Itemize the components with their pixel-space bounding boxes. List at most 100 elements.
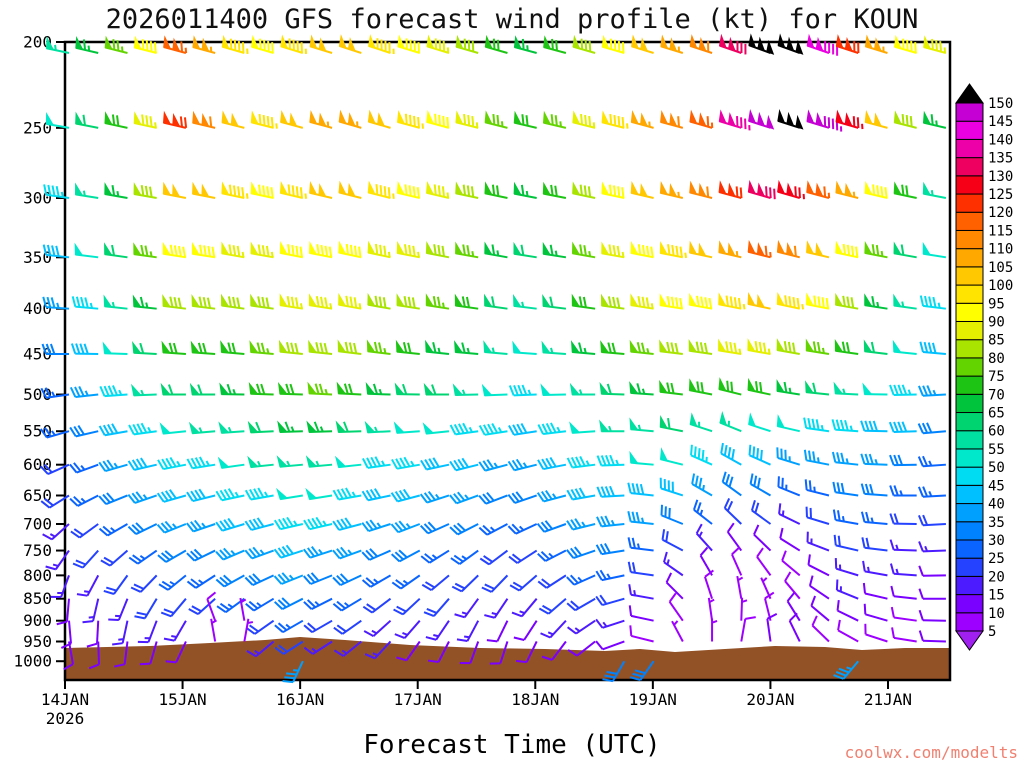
wind-barb [661, 529, 684, 552]
wind-barb [69, 494, 99, 507]
wind-barb [630, 293, 654, 310]
colorbar-cell [955, 484, 984, 505]
wind-barb [486, 620, 509, 643]
wind-barb [831, 419, 859, 433]
wind-barb [160, 598, 187, 618]
colorbar-cell [955, 412, 984, 432]
wind-barb [338, 240, 362, 259]
wind-barb [749, 473, 772, 497]
wind-barb [279, 180, 308, 199]
wind-barb [513, 620, 538, 641]
wind-barb [805, 380, 830, 396]
wind-barb [833, 660, 859, 680]
wind-barb [779, 527, 801, 552]
wind-barb [889, 563, 917, 577]
wind-barb [862, 560, 888, 577]
wind-barb [595, 543, 625, 556]
colorbar-tick-label: 30 [988, 533, 1005, 549]
wind-barb [219, 382, 245, 396]
wind-barb [41, 343, 69, 356]
wind-barb [455, 110, 479, 129]
colorbar-cell [955, 521, 984, 541]
wind-barb [426, 110, 450, 129]
wind-barb [456, 620, 480, 642]
wind-barb [191, 241, 216, 259]
colorbar-cell [955, 266, 984, 286]
wind-barb [627, 561, 654, 577]
wind-barb [74, 242, 99, 259]
wind-barb [671, 620, 684, 642]
wind-barb [455, 181, 479, 199]
wind-barb [659, 293, 683, 310]
wind-barb [250, 181, 274, 199]
wind-barb [917, 486, 946, 498]
wind-barb [629, 450, 654, 466]
colorbar-under-triangle [955, 630, 984, 651]
wind-barb [596, 454, 625, 467]
wind-barb [864, 241, 888, 259]
wind-barb [72, 549, 99, 569]
wind-barb [777, 33, 804, 55]
wind-barb [43, 184, 70, 199]
watermark-link[interactable]: coolwx.com/modelts [844, 743, 1018, 762]
wind-barb [332, 517, 362, 531]
wind-barb [835, 579, 859, 600]
wind-barb [160, 382, 186, 396]
wind-barb [542, 110, 567, 129]
colorbar-cell [955, 302, 984, 322]
y-axis-tick-label: 1000 [13, 652, 52, 671]
wind-barb [893, 181, 917, 199]
wind-barb [426, 180, 450, 199]
wind-barb [889, 454, 917, 467]
wind-barb [156, 489, 187, 503]
wind-barb [45, 111, 70, 129]
wind-barb [922, 110, 947, 129]
wind-barb [596, 515, 625, 528]
colorbar-tick-label: 45 [988, 478, 1005, 494]
wind-barb [689, 109, 714, 129]
wind-barb [515, 641, 538, 664]
wind-barb [784, 571, 801, 600]
wind-barb [668, 592, 684, 622]
colorbar-cell [955, 175, 984, 195]
wind-barb [919, 341, 946, 356]
wind-barb [918, 565, 946, 577]
wind-barb [894, 34, 917, 54]
wind-barb [483, 340, 508, 356]
wind-barb [836, 599, 859, 622]
wind-barb [862, 582, 888, 600]
wind-barb [718, 180, 743, 199]
wind-barb [364, 640, 392, 660]
wind-barb [365, 382, 391, 396]
wind-barb [367, 180, 395, 199]
wind-barb [98, 523, 128, 537]
wind-barb [393, 597, 421, 616]
wind-barb [333, 640, 362, 657]
wind-barb [423, 598, 450, 617]
wind-barb [332, 597, 362, 612]
wind-barb [484, 241, 508, 259]
wind-barb [277, 420, 303, 434]
wind-barb [303, 640, 333, 655]
wind-barb [367, 109, 391, 129]
colorbar-tick-label: 75 [988, 369, 1005, 385]
wind-barb [127, 491, 158, 504]
wind-barb [484, 293, 508, 310]
x-axis-tick-label: 16JAN [276, 690, 324, 709]
wind-barb [736, 575, 744, 599]
wind-barb [455, 241, 479, 259]
colorbar-tick-label: 110 [988, 242, 1013, 258]
wind-barb [112, 620, 129, 646]
wind-barb [332, 487, 362, 501]
wind-barb [133, 182, 157, 199]
wind-barb [513, 294, 537, 310]
wind-barb [889, 485, 917, 497]
wind-barb [890, 606, 917, 622]
wind-barb [308, 241, 333, 259]
wind-barb [479, 549, 509, 566]
wind-barb [537, 457, 567, 471]
wind-barb [250, 110, 278, 129]
wind-barb [156, 520, 187, 534]
wind-barb [595, 594, 625, 607]
